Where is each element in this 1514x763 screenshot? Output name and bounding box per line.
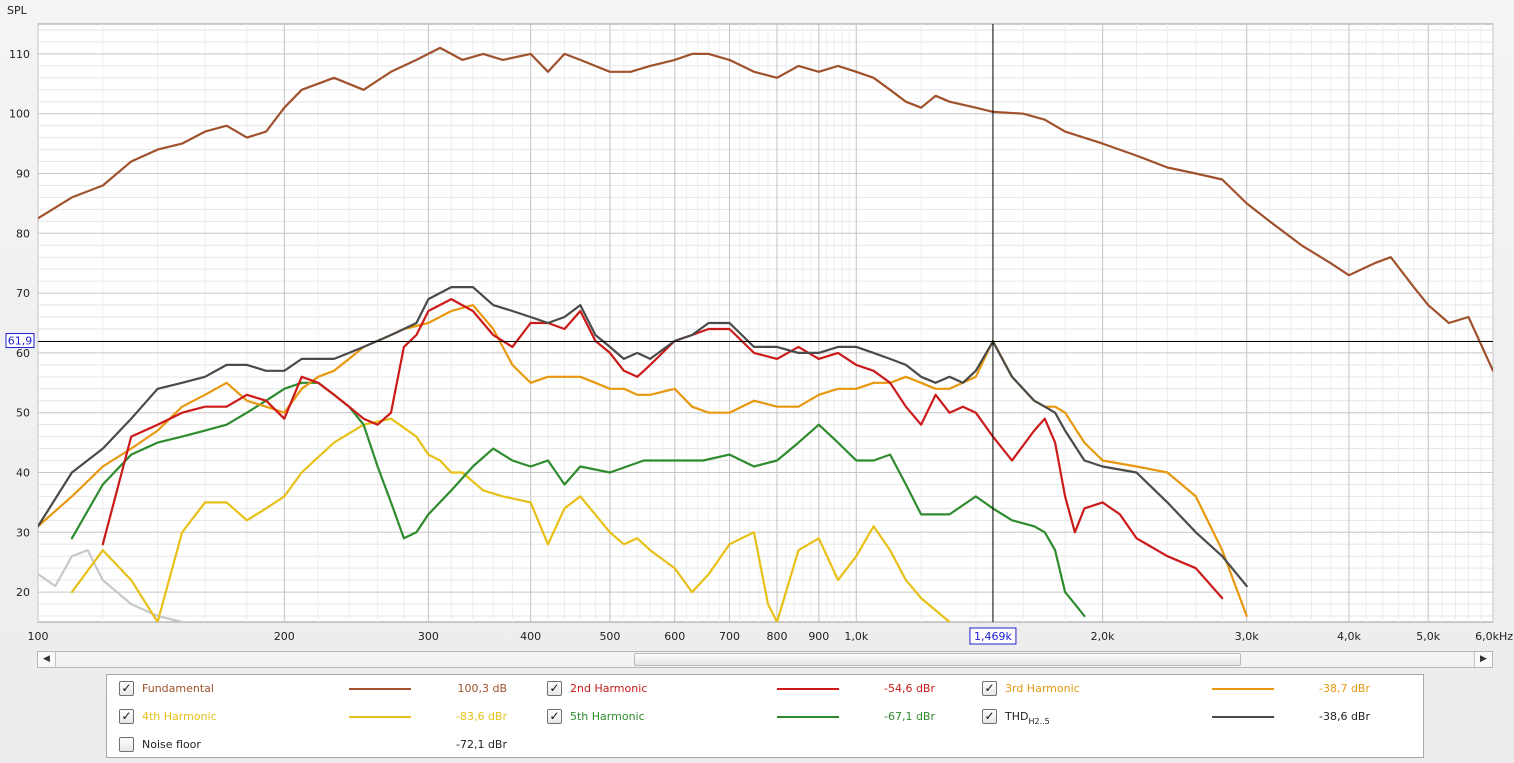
cursor-x-label: 1,469k bbox=[974, 630, 1012, 643]
x-tick-label: 4,0k bbox=[1337, 630, 1361, 643]
series-line-fundamental bbox=[38, 46, 1493, 372]
legend-swatch bbox=[349, 716, 411, 718]
x-tick-label: 900 bbox=[808, 630, 829, 643]
x-tick-label: 2,0k bbox=[1091, 630, 1115, 643]
legend-value: -54,6 dBr bbox=[883, 682, 935, 695]
y-tick-label: 110 bbox=[9, 48, 30, 61]
legend-swatch bbox=[349, 688, 411, 690]
x-tick-label: 3,0k bbox=[1235, 630, 1259, 643]
legend-label: Fundamental bbox=[142, 682, 214, 695]
legend-value: -83,6 dBr bbox=[455, 710, 507, 723]
y-tick-label: 100 bbox=[9, 108, 30, 121]
checkbox-5th-harmonic[interactable]: ✓ bbox=[547, 709, 562, 724]
x-tick-label: 700 bbox=[719, 630, 740, 643]
y-tick-label: 90 bbox=[16, 168, 30, 181]
legend-label: 5th Harmonic bbox=[570, 710, 645, 723]
legend-item-2nd-harmonic[interactable]: ✓ 2nd Harmonic -54,6 dBr bbox=[547, 681, 947, 701]
cursor-x-box bbox=[969, 627, 1017, 645]
x-tick-label: 200 bbox=[274, 630, 295, 643]
y-tick-label: 50 bbox=[16, 407, 30, 420]
legend-value: -72,1 dBr bbox=[455, 738, 507, 751]
y-tick-label: 40 bbox=[16, 467, 30, 480]
y-tick-label: 30 bbox=[16, 526, 30, 539]
series-line-5th-harmonic bbox=[70, 381, 1086, 618]
x-tick-label: 1,0k bbox=[844, 630, 868, 643]
y-tick-label: 60 bbox=[16, 347, 30, 360]
legend-item-fundamental[interactable]: ✓ Fundamental 100,3 dB bbox=[119, 681, 519, 701]
legend-item-noise-floor[interactable]: Noise floor -72,1 dBr bbox=[119, 737, 519, 757]
legend-value: -38,7 dBr bbox=[1318, 682, 1370, 695]
legend-value: -67,1 dBr bbox=[883, 710, 935, 723]
checkbox-3rd-harmonic[interactable]: ✓ bbox=[982, 681, 997, 696]
legend-swatch bbox=[777, 688, 839, 690]
legend-swatch bbox=[1212, 716, 1274, 718]
series-line-thd bbox=[38, 286, 1248, 588]
legend-swatch bbox=[1212, 688, 1274, 690]
thd-subscript: H2..5 bbox=[1028, 717, 1050, 726]
legend-value: -38,6 dBr bbox=[1318, 710, 1370, 723]
thd-label: THD bbox=[1005, 710, 1029, 723]
chart-plot[interactable]: 20 30 40 50 60 70 80 90 100 110 100 200 300 400 500 600… bbox=[0, 0, 1514, 650]
x-tick-label: 6,0kHz bbox=[1475, 630, 1513, 643]
legend-label: THDH2..5 bbox=[1005, 710, 1050, 726]
legend: ✓ Fundamental 100,3 dB ✓ 2nd Harmonic -5… bbox=[106, 674, 1424, 758]
scrollbar-thumb[interactable] bbox=[634, 653, 1241, 666]
series-line-noise-floor bbox=[38, 549, 187, 622]
checkbox-4th-harmonic[interactable]: ✓ bbox=[119, 709, 134, 724]
legend-value: 100,3 dB bbox=[457, 682, 507, 695]
x-tick-label: 500 bbox=[599, 630, 620, 643]
x-tick-label: 600 bbox=[664, 630, 685, 643]
legend-label: 2nd Harmonic bbox=[570, 682, 648, 695]
checkbox-noise-floor[interactable] bbox=[119, 737, 134, 752]
y-tick-label: 20 bbox=[16, 586, 30, 599]
cursor-y-label: 61,9 bbox=[8, 335, 33, 348]
x-tick-label: 800 bbox=[766, 630, 787, 643]
legend-label: 3rd Harmonic bbox=[1005, 682, 1080, 695]
x-tick-label: 100 bbox=[28, 630, 49, 643]
legend-item-4th-harmonic[interactable]: ✓ 4th Harmonic -83,6 dBr bbox=[119, 709, 519, 729]
checkbox-thd[interactable]: ✓ bbox=[982, 709, 997, 724]
checkbox-2nd-harmonic[interactable]: ✓ bbox=[547, 681, 562, 696]
legend-label: Noise floor bbox=[142, 738, 201, 751]
cursor-y-box bbox=[5, 333, 35, 349]
legend-item-5th-harmonic[interactable]: ✓ 5th Harmonic -67,1 dBr bbox=[547, 709, 947, 729]
x-tick-label: 5,0k bbox=[1416, 630, 1440, 643]
checkbox-fundamental[interactable]: ✓ bbox=[119, 681, 134, 696]
arrow-right-icon[interactable]: ▶ bbox=[1474, 652, 1492, 667]
arrow-left-icon[interactable]: ◀ bbox=[38, 652, 56, 667]
legend-item-thd[interactable]: ✓ THDH2..5 -38,6 dBr bbox=[982, 709, 1382, 729]
y-axis-title: SPL bbox=[7, 4, 27, 17]
series-line-4th-harmonic bbox=[70, 417, 951, 622]
x-tick-label: 400 bbox=[520, 630, 541, 643]
y-tick-label: 70 bbox=[16, 287, 30, 300]
x-tick-label: 300 bbox=[418, 630, 439, 643]
legend-label: 4th Harmonic bbox=[142, 710, 217, 723]
series-line-2nd-harmonic bbox=[101, 298, 1224, 600]
legend-item-3rd-harmonic[interactable]: ✓ 3rd Harmonic -38,7 dBr bbox=[982, 681, 1382, 701]
horizontal-scrollbar[interactable]: ◀ ▶ bbox=[37, 651, 1493, 668]
legend-swatch bbox=[777, 716, 839, 718]
y-tick-label: 80 bbox=[16, 227, 30, 240]
